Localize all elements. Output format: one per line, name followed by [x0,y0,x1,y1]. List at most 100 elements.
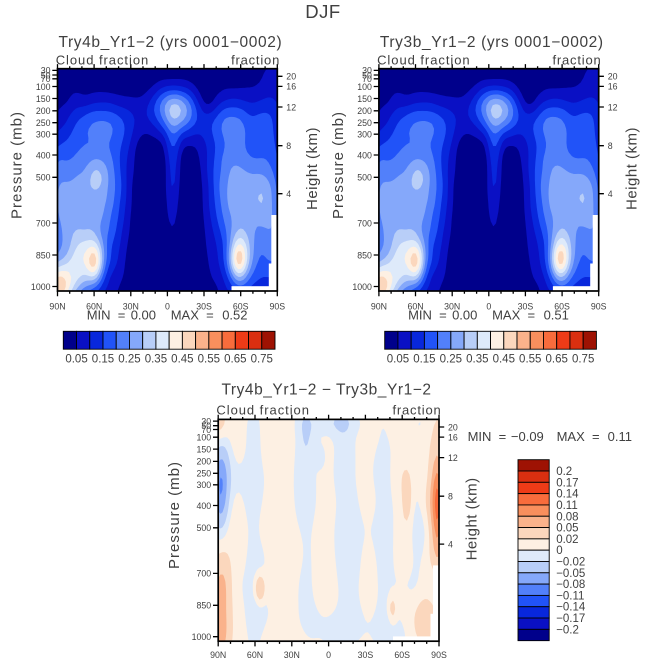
svg-text:MAX =: MAX = [492,307,535,322]
svg-text:8: 8 [608,141,613,151]
svg-text:0.02: 0.02 [556,534,578,546]
svg-text:30N: 30N [444,301,460,311]
svg-text:850: 850 [357,250,372,260]
svg-text:0.05: 0.05 [556,523,578,535]
svg-text:90S: 90S [431,650,447,660]
svg-text:150: 150 [197,444,212,454]
svg-text:50: 50 [201,421,211,431]
svg-text:Height (km): Height (km) [464,477,481,560]
svg-text:0.55: 0.55 [198,354,220,366]
svg-text:0.51: 0.51 [544,307,569,322]
svg-text:Try3b_Yr1−2 (yrs 0001−0002): Try3b_Yr1−2 (yrs 0001−0002) [380,34,604,51]
svg-text:30S: 30S [358,650,374,660]
svg-text:0.65: 0.65 [224,354,246,366]
svg-text:0.75: 0.75 [572,354,594,366]
svg-text:300: 300 [36,130,51,140]
svg-text:4: 4 [448,539,453,549]
svg-text:16: 16 [448,432,458,442]
svg-text:−0.14: −0.14 [556,602,586,614]
svg-text:250: 250 [36,118,51,128]
svg-text:0: 0 [556,545,562,557]
svg-text:0.00: 0.00 [131,307,156,322]
svg-text:400: 400 [357,150,372,160]
svg-text:30: 30 [362,66,372,76]
svg-text:150: 150 [357,94,372,104]
svg-text:−0.02: −0.02 [556,556,585,568]
svg-text:MAX =: MAX = [171,307,214,322]
svg-text:0.17: 0.17 [556,477,578,489]
svg-text:60S: 60S [394,650,410,660]
svg-text:12: 12 [608,102,618,112]
svg-text:850: 850 [197,601,212,611]
svg-text:50: 50 [362,70,372,80]
svg-text:60N: 60N [247,650,263,660]
svg-text:DJF: DJF [305,1,340,22]
svg-text:−0.2: −0.2 [556,624,579,636]
svg-text:500: 500 [36,173,51,183]
svg-text:16: 16 [286,82,296,92]
svg-text:−0.05: −0.05 [556,568,585,580]
svg-text:0.00: 0.00 [452,307,477,322]
svg-text:Height (km): Height (km) [304,127,321,210]
svg-text:fraction: fraction [231,53,280,68]
svg-text:150: 150 [36,94,51,104]
svg-text:30N: 30N [123,301,139,311]
svg-text:0.55: 0.55 [519,354,541,366]
svg-text:0.2: 0.2 [556,466,572,478]
svg-text:0.35: 0.35 [145,354,167,366]
svg-text:30: 30 [201,416,211,426]
svg-text:Try4b_Yr1−2 − Try3b_Yr1−2: Try4b_Yr1−2 − Try3b_Yr1−2 [221,381,431,398]
svg-text:20: 20 [608,72,618,82]
svg-text:16: 16 [608,82,618,92]
svg-text:250: 250 [197,469,212,479]
svg-text:100: 100 [357,82,372,92]
svg-text:12: 12 [286,102,296,112]
svg-text:Pressure (mb): Pressure (mb) [166,461,183,569]
svg-text:0.11: 0.11 [556,500,578,512]
svg-text:4: 4 [608,189,613,199]
svg-text:0.14: 0.14 [556,489,579,501]
svg-text:MIN =: MIN = [468,429,507,444]
svg-text:20: 20 [286,72,296,82]
svg-text:Pressure (mb): Pressure (mb) [330,111,347,219]
svg-text:0.75: 0.75 [251,354,273,366]
svg-text:200: 200 [357,106,372,116]
svg-text:60N: 60N [407,301,423,311]
svg-text:Pressure (mb): Pressure (mb) [9,111,26,219]
svg-text:50: 50 [41,70,51,80]
svg-text:0.52: 0.52 [222,307,247,322]
svg-text:60S: 60S [554,301,570,311]
svg-text:0.25: 0.25 [440,354,462,366]
svg-text:0.05: 0.05 [387,354,409,366]
svg-text:90N: 90N [210,650,226,660]
svg-text:0.65: 0.65 [546,354,568,366]
svg-text:850: 850 [36,250,51,260]
svg-text:8: 8 [286,141,291,151]
svg-text:250: 250 [357,118,372,128]
svg-text:MAX =: MAX = [557,429,600,444]
svg-text:20: 20 [448,422,458,432]
svg-text:300: 300 [197,480,212,490]
svg-text:Cloud fraction: Cloud fraction [56,53,150,68]
svg-text:70: 70 [362,74,372,84]
svg-text:fraction: fraction [552,53,601,68]
svg-text:12: 12 [448,453,458,463]
svg-text:0.11: 0.11 [608,429,632,444]
svg-text:−0.17: −0.17 [556,613,585,625]
svg-text:8: 8 [448,492,453,502]
svg-text:30N: 30N [284,650,300,660]
svg-text:MIN =: MIN = [408,307,447,322]
svg-text:0.45: 0.45 [171,354,193,366]
svg-text:0.15: 0.15 [413,354,435,366]
svg-text:200: 200 [36,106,51,116]
svg-text:300: 300 [357,130,372,140]
svg-text:1000: 1000 [31,282,51,292]
svg-text:0.45: 0.45 [493,354,515,366]
svg-text:1000: 1000 [352,282,372,292]
svg-text:Try4b_Yr1−2 (yrs 0001−0002): Try4b_Yr1−2 (yrs 0001−0002) [58,34,282,51]
svg-text:Cloud fraction: Cloud fraction [216,403,310,418]
svg-text:0.08: 0.08 [556,511,578,523]
svg-text:500: 500 [197,523,212,533]
svg-text:60N: 60N [86,301,102,311]
svg-text:400: 400 [36,150,51,160]
